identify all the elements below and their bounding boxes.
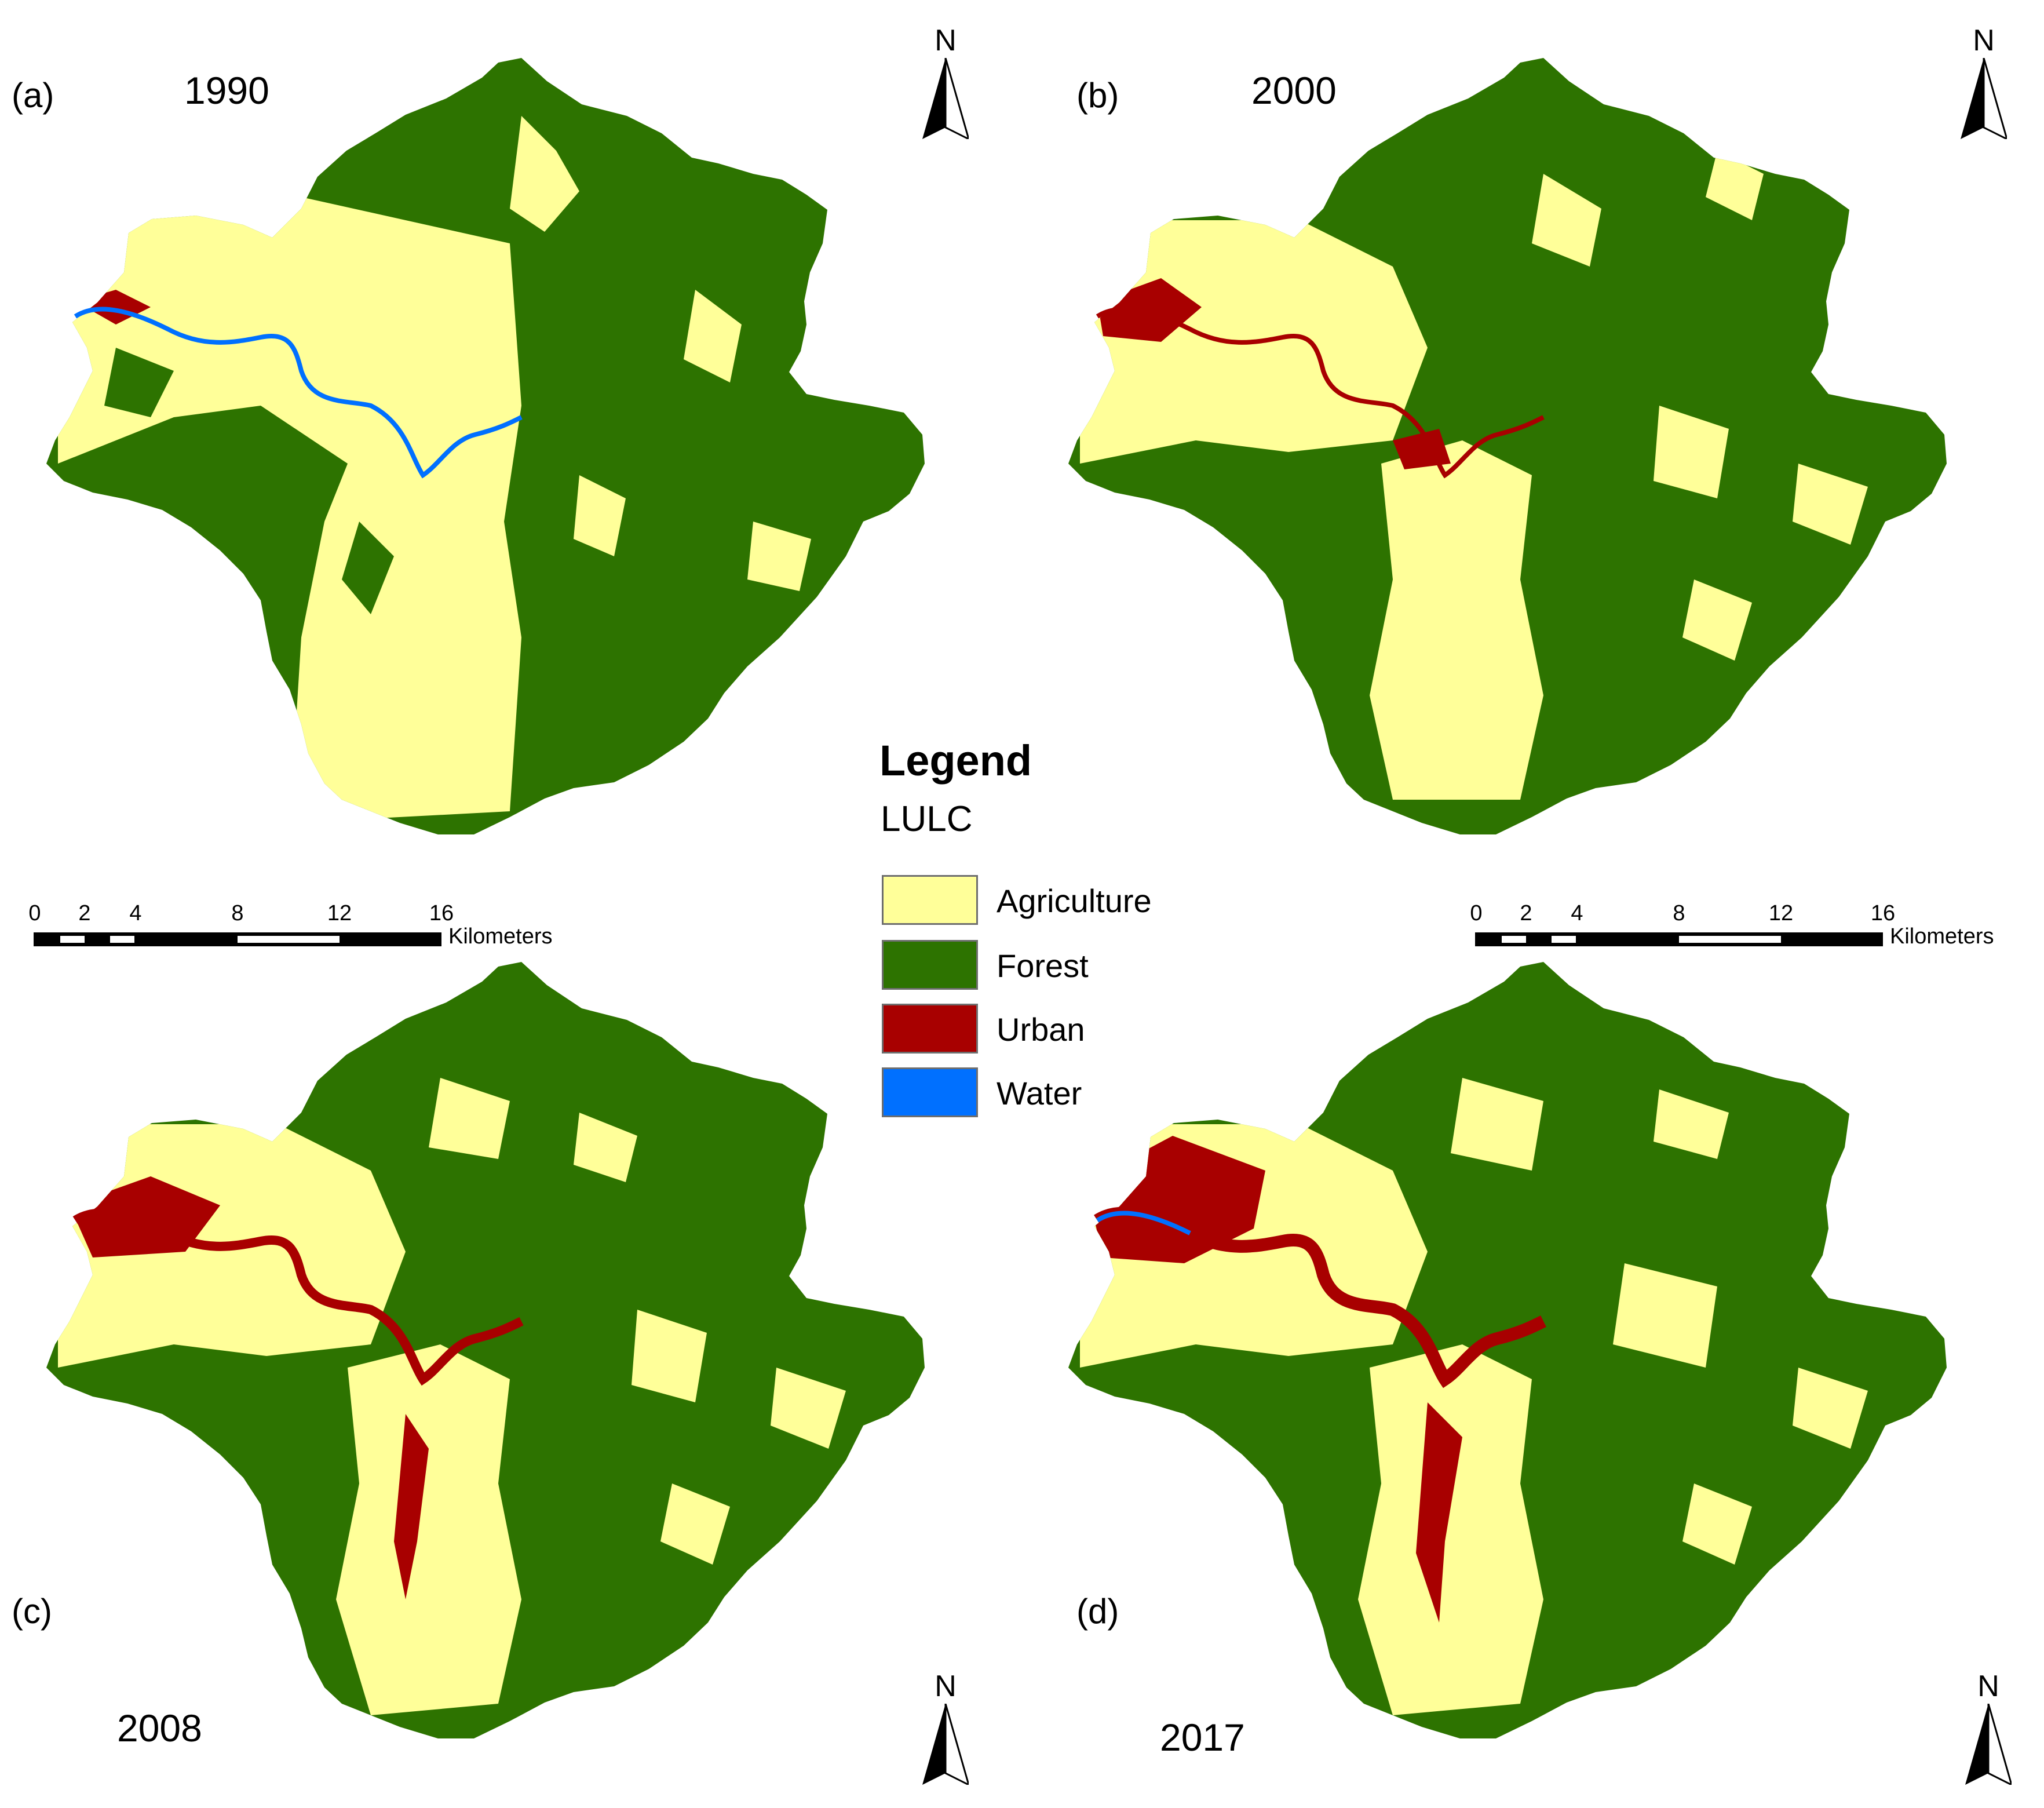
scale-tick: 16 xyxy=(429,901,454,925)
panel-year: 2000 xyxy=(1251,69,1337,112)
north-arrow: N xyxy=(1955,23,2013,139)
legend-item-agriculture: Agriculture xyxy=(882,875,1206,927)
scale-tick: 12 xyxy=(1768,901,1794,925)
north-label: N xyxy=(1977,1670,1999,1703)
north-arrow-icon xyxy=(1961,58,2007,139)
legend-swatch xyxy=(882,1004,978,1054)
scale-tick: 8 xyxy=(1673,901,1685,925)
legend-item-water: Water xyxy=(882,1067,1206,1120)
panel-label: (c) xyxy=(12,1592,52,1631)
scale-tick: 2 xyxy=(78,901,91,925)
legend-swatch xyxy=(882,1067,978,1117)
north-label: N xyxy=(935,24,957,57)
legend-label: Water xyxy=(997,1075,1082,1111)
lulc-map-2017 xyxy=(1068,962,1947,1738)
lulc-map-2000 xyxy=(1068,58,1947,834)
north-label: N xyxy=(935,1670,957,1703)
panel-year: 1990 xyxy=(184,69,269,112)
scale-tick: 0 xyxy=(28,901,41,925)
scale-tick: 0 xyxy=(1470,901,1483,925)
map-panel-1990: (a) 1990 N 0 2 4 8 12 16 Kilometers xyxy=(0,0,1022,949)
scale-unit: Kilometers xyxy=(448,924,553,949)
scale-tick: 4 xyxy=(129,901,142,925)
scale-bar-graphic xyxy=(34,932,441,946)
north-arrow-icon xyxy=(1965,1704,2012,1785)
legend-subtitle: LULC xyxy=(881,799,973,839)
north-arrow-icon xyxy=(922,58,969,139)
scale-tick: 8 xyxy=(231,901,244,925)
scale-tick: 4 xyxy=(1571,901,1583,925)
scale-bar: 0 2 4 8 12 16 Kilometers xyxy=(1470,901,2030,953)
legend-label: Forest xyxy=(997,947,1089,984)
legend-label: Urban xyxy=(997,1011,1085,1048)
legend-item-forest: Forest xyxy=(882,940,1206,992)
north-arrow-icon xyxy=(922,1704,969,1785)
legend-title: Legend xyxy=(879,737,1032,785)
legend-item-urban: Urban xyxy=(882,1004,1206,1056)
scale-tick: 2 xyxy=(1520,901,1532,925)
panel-year: 2008 xyxy=(117,1707,202,1749)
north-arrow: N xyxy=(917,23,974,139)
legend-swatch xyxy=(882,940,978,990)
north-label: N xyxy=(1973,24,1995,57)
panel-label: (d) xyxy=(1076,1592,1119,1631)
panel-label: (b) xyxy=(1076,76,1119,115)
panel-label: (a) xyxy=(12,76,54,115)
panel-year: 2017 xyxy=(1160,1716,1245,1759)
legend-label: Agriculture xyxy=(997,883,1152,919)
map-panel-2000: (b) 2000 N 0 2 4 8 12 16 Kilometers xyxy=(1022,0,2044,949)
lulc-map-1990 xyxy=(46,58,925,834)
scale-unit: Kilometers xyxy=(1890,924,1994,949)
lulc-map-2008 xyxy=(46,962,925,1738)
scale-bar: 0 2 4 8 12 16 Kilometers xyxy=(28,901,589,953)
legend-swatch xyxy=(882,875,978,925)
scale-bar-graphic xyxy=(1475,932,1883,946)
scale-tick: 12 xyxy=(327,901,352,925)
legend: Legend LULC Agriculture Forest Urban Wat… xyxy=(879,736,1204,1130)
north-arrow: N xyxy=(1959,1669,2017,1785)
north-arrow: N xyxy=(917,1669,974,1785)
scale-tick: 16 xyxy=(1870,901,1896,925)
map-panel-2017: (d) 2017 N xyxy=(1022,904,2044,1808)
map-panel-2008: (c) 2008 N xyxy=(0,904,1022,1808)
